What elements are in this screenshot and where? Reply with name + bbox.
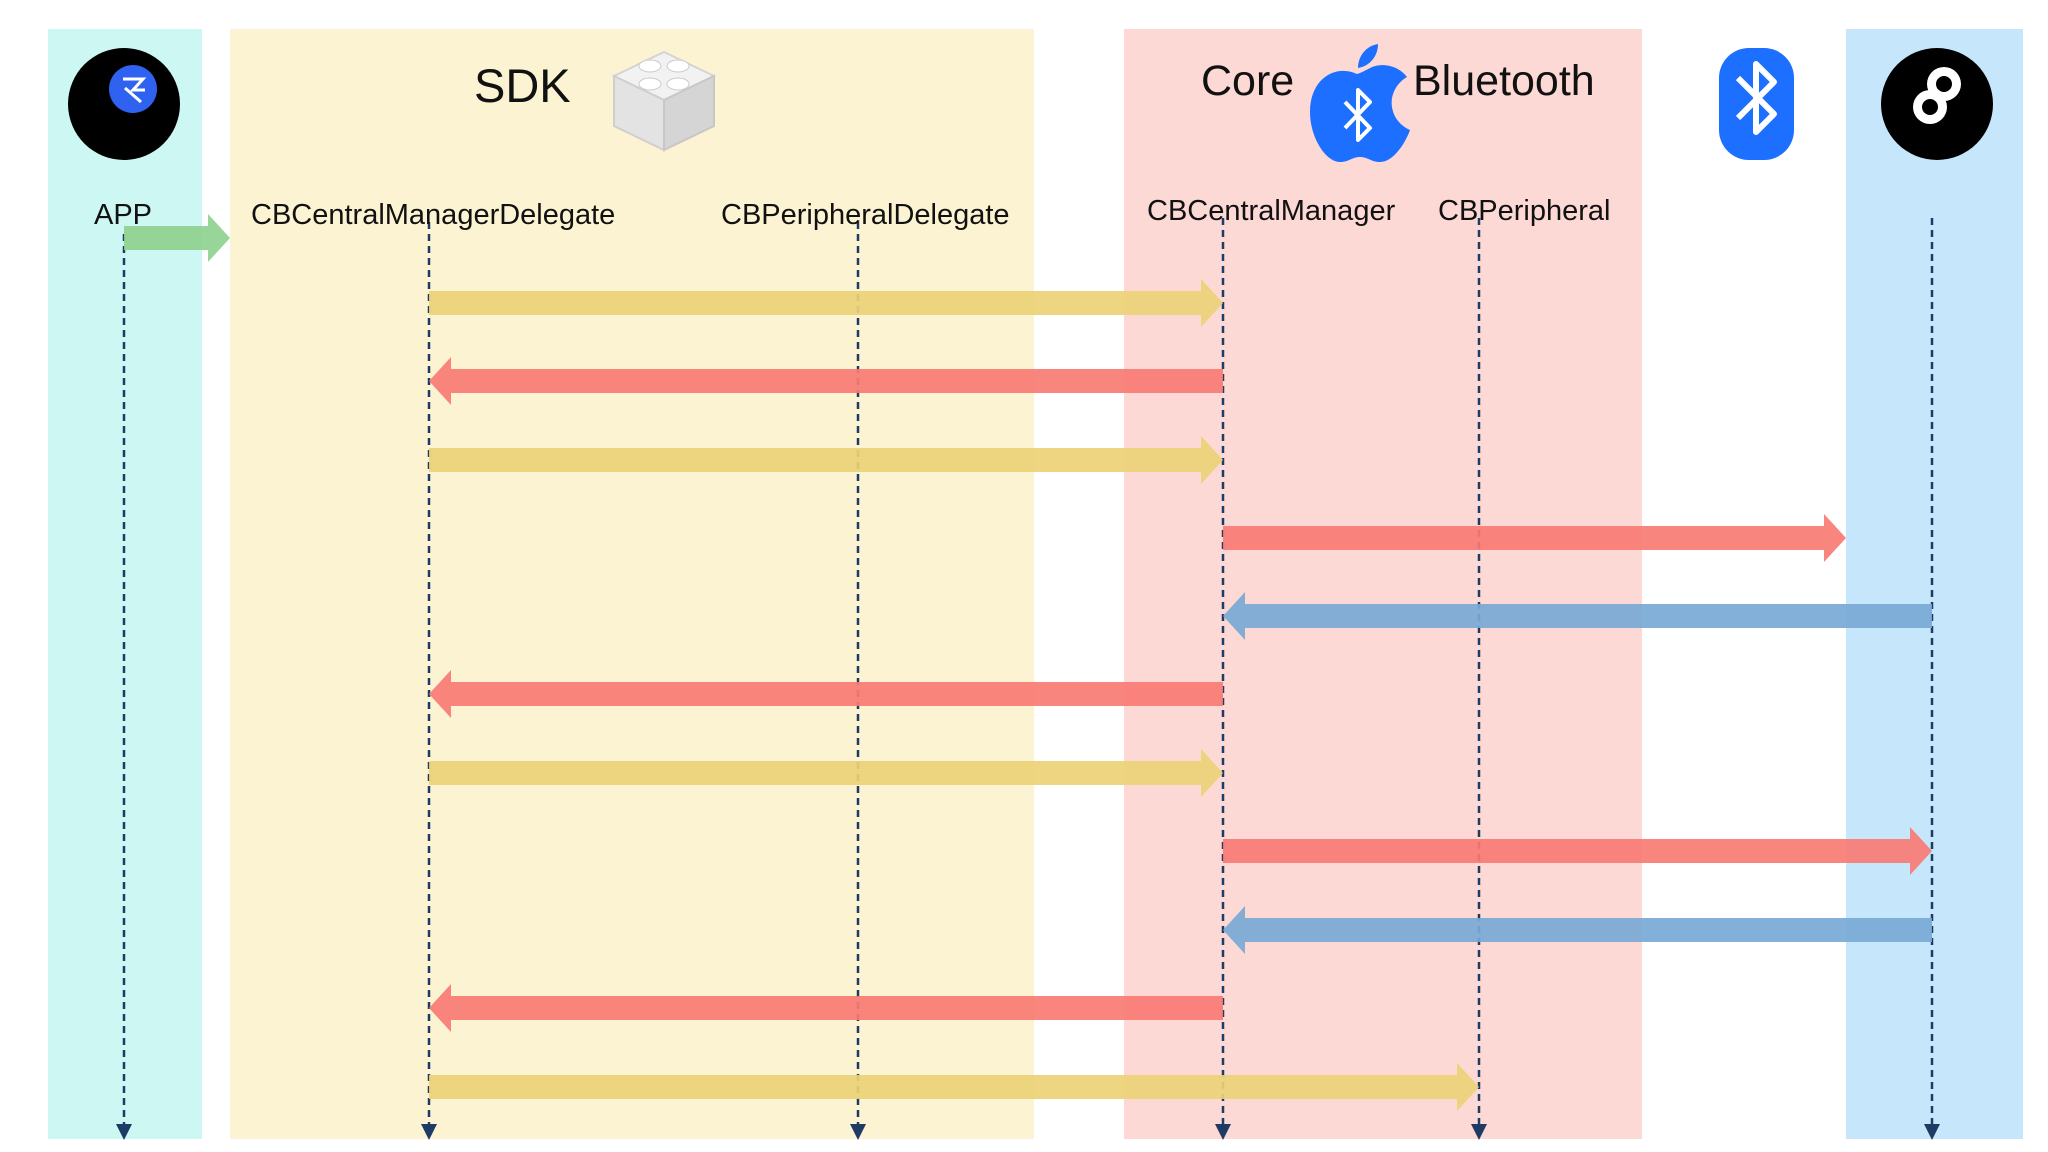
participant-central-manager-delegate: CBCentralManagerDelegate [251,199,616,231]
message-arrow-10 [1223,906,1932,954]
message-arrow-5 [1223,514,1846,562]
participant-app: APP [94,199,153,231]
participant-peripheral-delegate: CBPeripheralDelegate [721,199,1010,231]
core-word: Core [1201,57,1295,105]
core-bluetooth-lane [1124,29,1642,1139]
participant-peripheral: CBPeripheral [1438,195,1611,227]
lifeline-end-peripheral [1471,1124,1487,1140]
device-lane [1846,29,2023,1139]
device-logo-icon [1881,48,1993,160]
lifeline-end-peripheral-delegate [850,1124,866,1140]
message-arrow-6 [1223,592,1932,640]
lifeline-end-app [116,1124,132,1140]
sdk-title: SDK [474,59,571,112]
message-arrow-11 [429,984,1223,1032]
message-arrow-9 [1223,827,1932,875]
message-arrow-3 [429,357,1223,405]
bluetooth-icon [1719,48,1794,160]
lifeline-end-central-delegate [421,1124,437,1140]
lego-brick-icon [611,50,717,152]
participant-central-manager: CBCentralManager [1147,195,1396,227]
message-arrow-12 [429,1063,1479,1111]
message-arrow-7 [429,670,1223,718]
lifeline-end-device [1924,1124,1940,1140]
app-logo-icon [68,48,180,160]
message-arrow-8 [429,749,1223,797]
bluetooth-word: Bluetooth [1413,57,1595,105]
sdk-lane [230,29,1034,1139]
message-arrow-4 [429,436,1223,484]
apple-bluetooth-icon [1310,44,1410,162]
message-arrow-2 [429,279,1223,327]
lifeline-end-central-manager [1215,1124,1231,1140]
message-arrow-1 [124,214,230,262]
